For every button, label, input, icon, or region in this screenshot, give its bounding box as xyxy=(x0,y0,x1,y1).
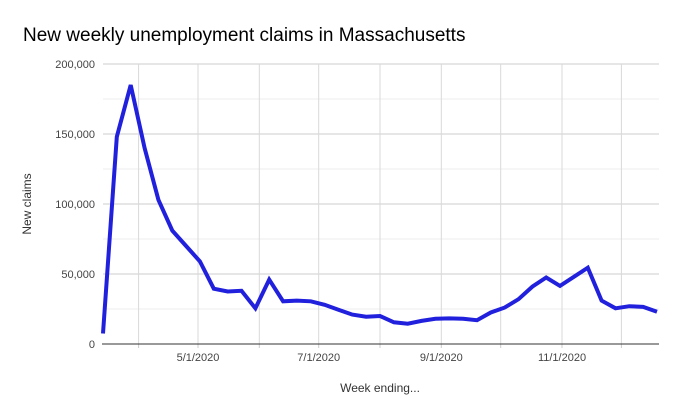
x-axis-title: Week ending... xyxy=(340,381,420,395)
x-tick-label: 5/1/2020 xyxy=(177,352,220,364)
chart-title: New weekly unemployment claims in Massac… xyxy=(23,25,466,46)
y-tick-label: 50,000 xyxy=(61,269,95,281)
y-tick-label: 200,000 xyxy=(55,59,95,71)
y-tick-label: 150,000 xyxy=(55,129,95,141)
x-tick-label: 7/1/2020 xyxy=(297,352,340,364)
claims-line-series xyxy=(101,84,658,334)
y-tick-label: 100,000 xyxy=(55,199,95,211)
x-tick-label: 9/1/2020 xyxy=(420,352,463,364)
x-tick-label: 11/1/2020 xyxy=(538,352,586,364)
y-tick-label: 0 xyxy=(89,339,95,351)
